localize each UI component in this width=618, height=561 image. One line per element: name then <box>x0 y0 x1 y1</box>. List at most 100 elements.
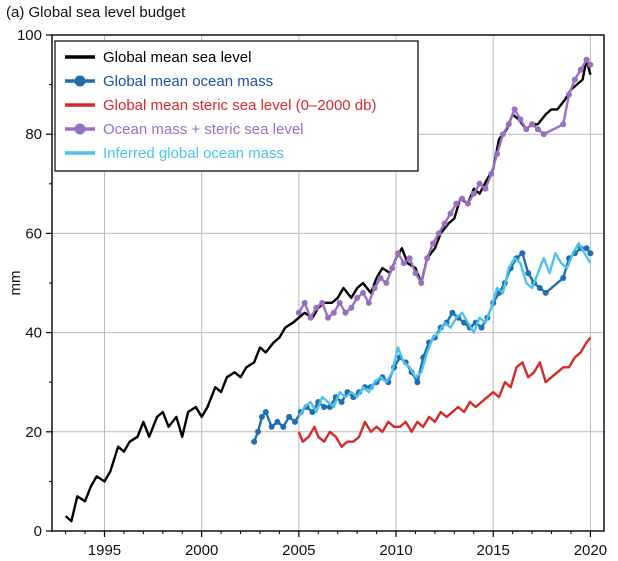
data-point <box>470 190 477 197</box>
data-point <box>519 250 526 257</box>
chart-title: (a) Global sea level budget <box>6 4 186 21</box>
data-point <box>449 309 456 316</box>
series-line <box>297 336 592 448</box>
data-point <box>309 408 316 415</box>
data-point <box>536 284 543 291</box>
data-point <box>406 255 413 262</box>
data-point <box>583 56 590 63</box>
data-point <box>511 106 518 113</box>
data-point <box>560 275 567 282</box>
data-point <box>482 185 489 192</box>
data-point <box>429 240 436 247</box>
data-point <box>499 131 506 138</box>
data-point <box>291 418 298 425</box>
data-point <box>459 195 466 202</box>
data-point <box>414 379 421 386</box>
data-point <box>529 121 536 128</box>
data-point <box>464 200 471 207</box>
legend-label: Global mean ocean mass <box>103 73 273 90</box>
x-tick-label: 2000 <box>185 542 218 559</box>
data-point <box>330 309 337 316</box>
data-point <box>321 404 328 410</box>
data-point <box>566 91 573 98</box>
y-axis-label: mm <box>7 271 24 296</box>
data-point <box>418 280 425 286</box>
data-point <box>517 116 524 123</box>
data-point <box>359 289 366 296</box>
data-point <box>336 299 343 306</box>
data-point <box>286 413 293 420</box>
data-point <box>540 131 547 138</box>
data-point <box>523 126 530 133</box>
data-point <box>342 309 349 316</box>
x-tick-label: 1995 <box>88 542 121 559</box>
data-point <box>338 399 345 406</box>
data-point <box>307 314 314 321</box>
data-point <box>461 319 468 326</box>
y-tick-label: 20 <box>25 424 42 441</box>
data-point <box>325 314 331 321</box>
data-point <box>348 304 355 311</box>
data-point <box>274 418 281 425</box>
series-3 <box>295 56 594 321</box>
data-point <box>389 265 396 272</box>
data-point <box>560 121 567 128</box>
plot-series <box>64 56 594 523</box>
data-point <box>400 260 407 267</box>
data-point <box>319 299 326 306</box>
y-tick-label: 0 <box>34 523 42 540</box>
x-tick-label: 2015 <box>477 542 510 559</box>
y-tick-label: 40 <box>25 325 42 342</box>
data-point <box>476 180 483 187</box>
legend-box <box>54 40 419 172</box>
series-2 <box>297 336 592 448</box>
legend-label: Global mean sea level <box>103 49 251 66</box>
data-point <box>258 413 265 420</box>
x-tick-label: 2010 <box>379 542 412 559</box>
data-point <box>255 428 262 435</box>
y-tick-label: 100 <box>17 27 42 44</box>
series-4 <box>297 242 592 418</box>
y-tick-label: 60 <box>25 225 42 242</box>
data-point <box>453 200 460 207</box>
data-point <box>301 299 308 306</box>
data-point <box>494 151 501 158</box>
data-point <box>313 304 320 311</box>
data-point <box>383 280 390 286</box>
data-point <box>488 170 495 177</box>
data-point <box>447 210 454 217</box>
legend: Global mean sea level Global mean ocean m… <box>54 40 419 172</box>
data-point <box>268 423 275 430</box>
data-point <box>295 309 302 316</box>
legend-marker <box>74 123 86 135</box>
series-line <box>297 242 592 418</box>
data-point <box>251 438 258 445</box>
data-point <box>441 220 448 227</box>
data-point <box>571 76 578 83</box>
data-point <box>587 61 594 68</box>
data-point <box>577 66 584 73</box>
data-point <box>280 423 287 430</box>
legend-marker <box>74 75 86 87</box>
legend-label: Inferred global ocean mass <box>103 145 284 162</box>
data-point <box>505 121 512 128</box>
data-point <box>542 289 549 296</box>
data-point <box>412 270 419 277</box>
data-point <box>525 270 532 277</box>
data-point <box>583 245 590 252</box>
x-tick-label: 2005 <box>282 542 315 559</box>
axes: 1995 2000 2005 2010 2015 2020 0 20 40 60 80 100 <box>17 27 607 559</box>
legend-label: Ocean mass + steric sea level <box>103 121 304 138</box>
y-tick-label: 80 <box>25 126 42 143</box>
data-point <box>478 324 485 331</box>
data-point <box>424 255 431 262</box>
data-point <box>534 126 541 133</box>
data-point <box>394 250 401 257</box>
x-tick-label: 2020 <box>574 542 607 559</box>
data-point <box>262 408 269 415</box>
legend-label: Global mean steric sea level (0–2000 db) <box>103 97 377 114</box>
data-point <box>354 294 361 301</box>
data-point <box>435 230 442 237</box>
data-point <box>371 284 378 291</box>
